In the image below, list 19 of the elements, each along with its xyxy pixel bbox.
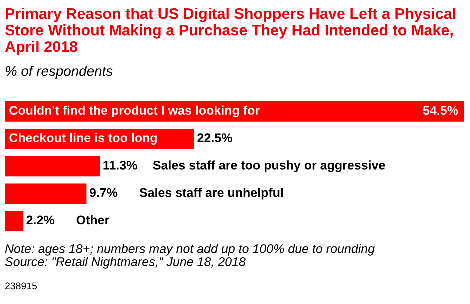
- data-label: 9.7%: [90, 188, 118, 198]
- bar: [5, 102, 464, 122]
- y-tick-label: Couldn't find the product I was looking for: [10, 106, 260, 118]
- chart-subtitle: % of respondents: [6, 66, 113, 79]
- text: Note: ages 18+; numbers may not add up to 100% due to rounding: [5, 244, 375, 256]
- y-tick-label: Sales staff are too pushy or aggressive: [153, 160, 386, 172]
- bar: [5, 211, 24, 232]
- y-tick-label: Checkout line is too long: [10, 133, 157, 145]
- bar: [5, 184, 87, 204]
- data-label: 11.3%: [104, 161, 138, 170]
- data-label: 54.5%: [423, 106, 458, 116]
- data-label: 2.2%: [26, 216, 54, 225]
- y-tick-label: Sales staff are unhelpful: [140, 188, 284, 200]
- data-label: 22.5%: [198, 134, 232, 142]
- y-tick-label: Other: [76, 215, 110, 225]
- source-note: Source: "Retail Nightmares," June 18, 2018: [5, 257, 246, 269]
- text: 238915: [5, 282, 38, 290]
- chart-title: Primary Reason that US Digital Shoppers Have Left a Physical Store Without Making a Purchase They Had Intended to Make, April 2018: [5, 8, 456, 56]
- bar: [5, 156, 100, 177]
